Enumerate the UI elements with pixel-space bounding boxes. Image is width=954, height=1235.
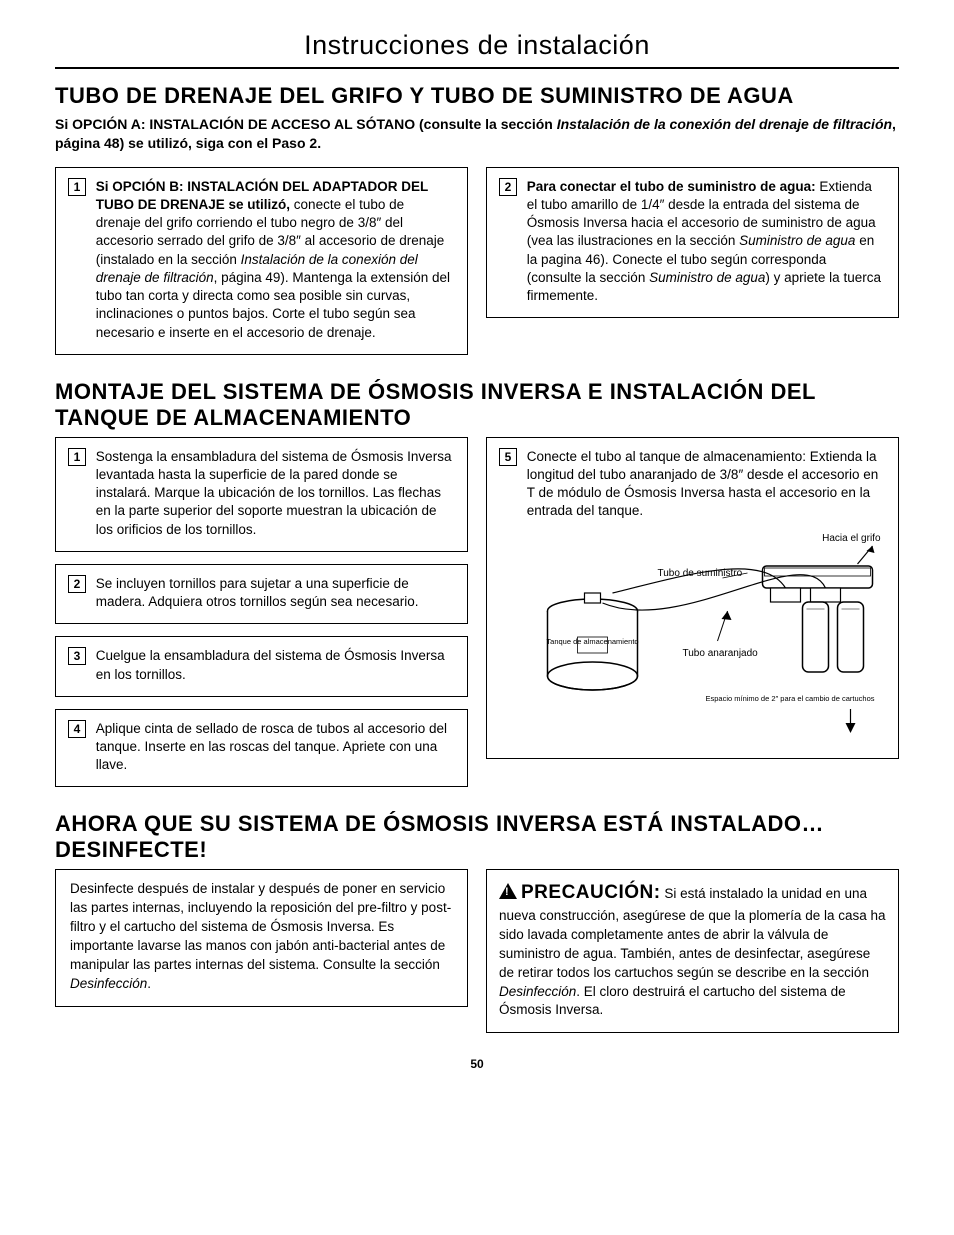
step-content: Se incluyen tornillos para sujetar a una… bbox=[96, 575, 453, 611]
intro-pre: Si OPCIÓN A: INSTALACIÓN DE ACCESO AL SÓ… bbox=[55, 116, 557, 132]
section1-intro: Si OPCIÓN A: INSTALACIÓN DE ACCESO AL SÓ… bbox=[55, 115, 899, 153]
warning-icon bbox=[499, 883, 517, 899]
section3-heading: AHORA QUE SU SISTEMA DE ÓSMOSIS INVERSA … bbox=[55, 811, 899, 863]
section3-col-left: Desinfecte después de instalar y después… bbox=[55, 869, 468, 1033]
diagram-grifo-label: Hacia el grifo bbox=[822, 533, 881, 544]
caution-em: Desinfección bbox=[499, 984, 576, 999]
step2-em2: Suministro de agua bbox=[649, 270, 765, 285]
section2-heading: MONTAJE DEL SISTEMA DE ÓSMOSIS INVERSA E… bbox=[55, 379, 899, 431]
osmosis-diagram: Tanque de almacenamiento Hacia el grifo bbox=[499, 521, 886, 741]
page-title: Instrucciones de instalación bbox=[55, 30, 899, 61]
section1-columns: 1 Si OPCIÓN B: INSTALACIÓN DEL ADAPTADOR… bbox=[55, 167, 899, 355]
section2-step1: 1 Sostenga la ensambladura del sistema d… bbox=[55, 437, 468, 552]
section2-step3: 3 Cuelgue la ensambladura del sistema de… bbox=[55, 636, 468, 696]
diagram-espacio-label: Espacio mínimo de 2″ para el cambio de c… bbox=[706, 694, 875, 703]
section1-step2: 2 Para conectar el tubo de suministro de… bbox=[486, 167, 899, 319]
step2-bold: Para conectar el tubo de suministro de a… bbox=[527, 179, 816, 194]
section3-columns: Desinfecte después de instalar y después… bbox=[55, 869, 899, 1033]
step-number: 4 bbox=[68, 720, 86, 738]
diagram-tank-label: Tanque de almacenamiento bbox=[546, 637, 638, 646]
step-number: 5 bbox=[499, 448, 517, 466]
step-number: 1 bbox=[68, 178, 86, 196]
section2-step5: 5 Conecte el tubo al tanque de almacenam… bbox=[486, 437, 899, 759]
section1-heading: TUBO DE DRENAJE DEL GRIFO Y TUBO DE SUMI… bbox=[55, 83, 899, 109]
disinfect-t2: . bbox=[147, 976, 151, 991]
step-number: 1 bbox=[68, 448, 86, 466]
intro-em: Instalación de la conexión del drenaje d… bbox=[557, 116, 892, 132]
step-content: Si OPCIÓN B: INSTALACIÓN DEL ADAPTADOR D… bbox=[96, 178, 453, 342]
step-content: Aplique cinta de sellado de rosca de tub… bbox=[96, 720, 453, 775]
disinfect-box: Desinfecte después de instalar y después… bbox=[55, 869, 468, 1006]
diagram-suministro-label: Tubo de suministro bbox=[658, 568, 743, 579]
step-content: Para conectar el tubo de suministro de a… bbox=[527, 178, 884, 306]
section2-col-right: 5 Conecte el tubo al tanque de almacenam… bbox=[486, 437, 899, 788]
section1-col-right: 2 Para conectar el tubo de suministro de… bbox=[486, 167, 899, 355]
step-number: 3 bbox=[68, 647, 86, 665]
section2-step4: 4 Aplique cinta de sellado de rosca de t… bbox=[55, 709, 468, 788]
section2-step2: 2 Se incluyen tornillos para sujetar a u… bbox=[55, 564, 468, 624]
caution-title: PRECAUCIÓN: bbox=[521, 882, 661, 903]
section1-col-left: 1 Si OPCIÓN B: INSTALACIÓN DEL ADAPTADOR… bbox=[55, 167, 468, 355]
diagram-anaranjado-label: Tubo anaranjado bbox=[683, 648, 759, 659]
page-number: 50 bbox=[55, 1057, 899, 1071]
section2-columns: 1 Sostenga la ensambladura del sistema d… bbox=[55, 437, 899, 788]
step-content: Sostenga la ensambladura del sistema de … bbox=[96, 448, 453, 539]
disinfect-t1: Desinfecte después de instalar y después… bbox=[70, 881, 451, 972]
title-rule bbox=[55, 67, 899, 69]
caution-box: PRECAUCIÓN: Si está instalado la unidad … bbox=[486, 869, 899, 1033]
step-content: Cuelgue la ensambladura del sistema de Ó… bbox=[96, 647, 453, 683]
step2-em: Suministro de agua bbox=[739, 233, 855, 248]
disinfect-em: Desinfección bbox=[70, 976, 147, 991]
section1-step1: 1 Si OPCIÓN B: INSTALACIÓN DEL ADAPTADOR… bbox=[55, 167, 468, 355]
step-number: 2 bbox=[499, 178, 517, 196]
step-content: Conecte el tubo al tanque de almacenamie… bbox=[527, 448, 884, 521]
section3-col-right: PRECAUCIÓN: Si está instalado la unidad … bbox=[486, 869, 899, 1033]
section2-col-left: 1 Sostenga la ensambladura del sistema d… bbox=[55, 437, 468, 788]
step-number: 2 bbox=[68, 575, 86, 593]
